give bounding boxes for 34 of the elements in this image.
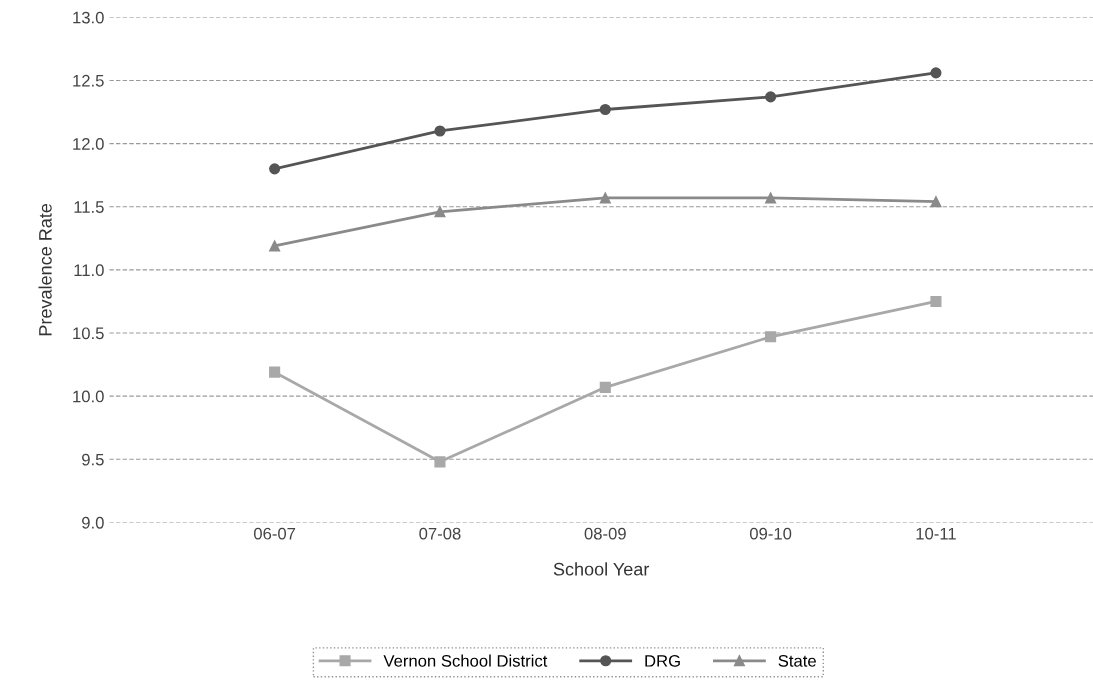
x-tick-label: 06-07 (253, 527, 296, 540)
legend-label: State (778, 654, 816, 667)
point (269, 163, 281, 175)
y-axis-title: Prevalence Rate (38, 203, 52, 336)
y-tick-label: 12.5 (73, 74, 104, 87)
point (765, 192, 777, 204)
y-tick-label: 10.0 (73, 390, 104, 403)
point (599, 381, 611, 393)
x-tick-label: 09-10 (749, 527, 792, 540)
legend-label: DRG (645, 654, 680, 667)
point (434, 125, 446, 137)
point (599, 192, 611, 204)
y-tick-label: 9.5 (82, 453, 104, 466)
x-tick-label: 07-08 (419, 527, 461, 540)
point (434, 206, 446, 218)
point (765, 91, 777, 103)
point (930, 295, 942, 308)
point (269, 240, 281, 252)
y-tick-label: 9.0 (82, 516, 104, 529)
legend-label: Vernon School District (383, 654, 548, 667)
point (599, 103, 611, 116)
y-tick-label: 10.5 (73, 327, 104, 340)
y-tick-label: 13.0 (73, 11, 104, 24)
y-tick-label: 11.5 (74, 201, 104, 213)
point (434, 456, 446, 468)
x-tick-label: 08-09 (584, 527, 626, 540)
point (930, 196, 942, 208)
point (269, 366, 281, 378)
point (765, 331, 777, 343)
x-axis-title: School Year (553, 562, 650, 576)
y-tick-label: 11.0 (74, 264, 104, 277)
y-tick-label: 12.0 (73, 137, 104, 150)
x-tick-label: 10-11 (916, 527, 956, 540)
point (930, 67, 942, 79)
